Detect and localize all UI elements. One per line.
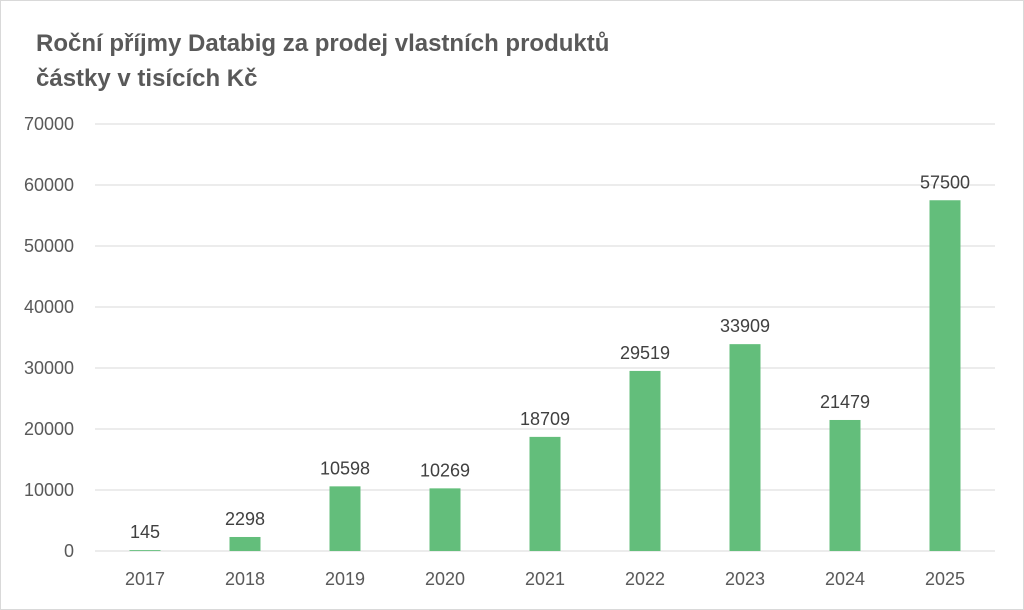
y-tick-label: 0 — [64, 541, 74, 561]
x-tick-label: 2018 — [225, 569, 265, 589]
y-tick-label: 40000 — [24, 297, 74, 317]
data-label: 10598 — [320, 458, 370, 478]
x-tick-label: 2025 — [925, 569, 965, 589]
y-tick-label: 10000 — [24, 480, 74, 500]
x-tick-label: 2019 — [325, 569, 365, 589]
bar — [529, 436, 561, 551]
y-tick-label: 20000 — [24, 419, 74, 439]
data-label: 57500 — [920, 172, 970, 192]
x-tick-label: 2020 — [425, 569, 465, 589]
data-label: 10269 — [420, 460, 470, 480]
x-tick-label: 2022 — [625, 569, 665, 589]
y-tick-label: 50000 — [24, 236, 74, 256]
bar — [929, 200, 961, 551]
x-tick-label: 2023 — [725, 569, 765, 589]
bar — [829, 419, 861, 551]
x-tick-label: 2021 — [525, 569, 565, 589]
data-label: 18709 — [520, 409, 570, 429]
x-tick-label: 2024 — [825, 569, 865, 589]
y-tick-label: 70000 — [24, 114, 74, 134]
bar — [629, 370, 661, 551]
bar — [429, 488, 461, 551]
bar — [329, 486, 361, 551]
data-label: 2298 — [225, 509, 265, 529]
x-tick-label: 2017 — [125, 569, 165, 589]
bar — [129, 550, 161, 551]
data-label: 33909 — [720, 316, 770, 336]
data-label: 29519 — [620, 343, 670, 363]
data-label: 21479 — [820, 392, 870, 412]
chart-title: Roční příjmy Databig za prodej vlastních… — [36, 30, 610, 57]
data-label: 145 — [130, 522, 160, 542]
bar — [229, 536, 261, 551]
bar — [729, 344, 761, 551]
y-tick-label: 60000 — [24, 175, 74, 195]
chart-title-block: Roční příjmy Databig za prodej vlastních… — [36, 26, 609, 96]
chart-subtitle: částky v tisících Kč — [36, 65, 258, 92]
y-tick-label: 30000 — [24, 358, 74, 378]
